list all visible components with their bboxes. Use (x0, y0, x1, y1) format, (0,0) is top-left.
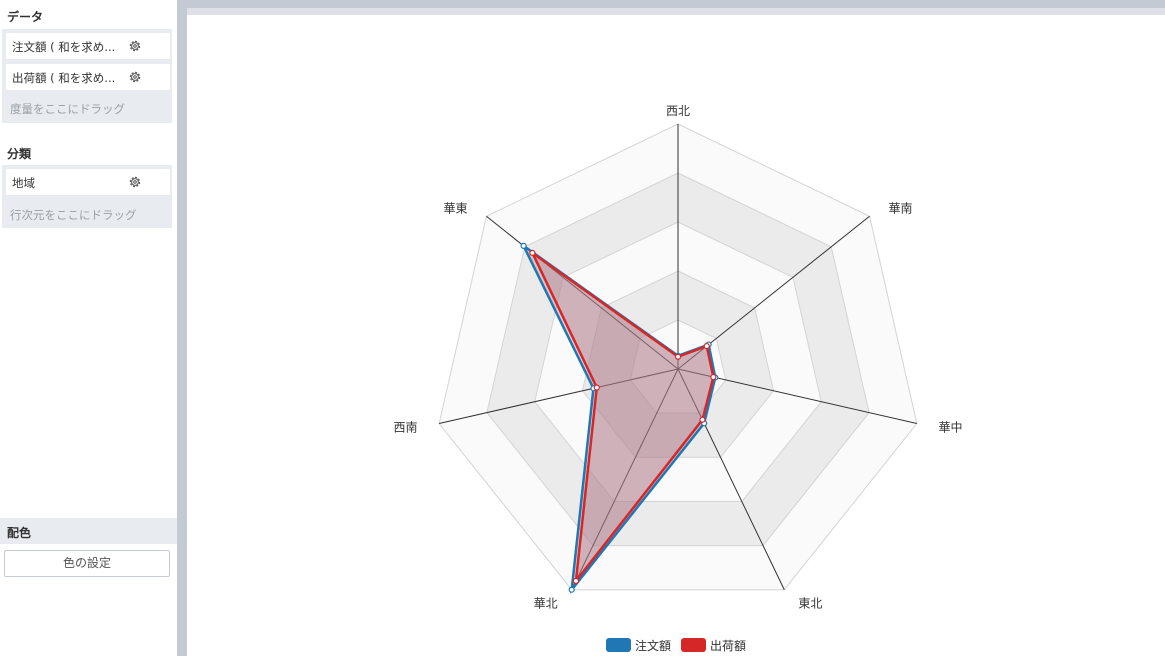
radar-category-label: 東北 (798, 596, 822, 610)
measure-field-shipping-amount[interactable]: 出荷額 ( 和を求め... (6, 64, 170, 90)
chart-legend: 注文額 出荷額 (606, 637, 746, 654)
dimension-field-region[interactable]: 地域 (6, 169, 170, 195)
legend-label: 出荷額 (710, 638, 747, 653)
dimension-field-label: 地域 (12, 176, 35, 190)
radar-category-label: 華東 (443, 202, 467, 216)
color-settings-button[interactable]: 色の設定 (4, 550, 170, 577)
radar-point-shipping-amount (572, 577, 580, 585)
legend-item-shipping-amount[interactable]: 出荷額 (681, 637, 746, 654)
legend-item-order-amount[interactable]: 注文額 (606, 637, 671, 654)
gear-icon[interactable] (128, 175, 142, 189)
legend-label: 注文額 (635, 638, 672, 653)
radar-axis-line (486, 215, 679, 370)
radar-axis-line (439, 368, 679, 425)
radar-axis-line (571, 368, 679, 590)
gear-icon[interactable] (128, 70, 142, 84)
legend-swatch (681, 638, 707, 652)
radar-point-order-amount (568, 586, 575, 593)
color-section-title: 配色 (7, 526, 32, 540)
data-section-title: データ (7, 10, 44, 24)
measures-drop-zone[interactable]: 注文額 ( 和を求め... 出荷額 ( 和を求め... 度量をここにドラッグ (2, 29, 172, 123)
radar-point-shipping-amount (674, 353, 682, 360)
category-section-title: 分類 (7, 147, 32, 161)
radar-category-label: 西南 (393, 420, 417, 435)
radar-axis-line (677, 368, 785, 590)
radar-point-shipping-amount (529, 249, 536, 257)
measure-field-label: 出荷額 ( 和を求め... (12, 71, 116, 85)
radar-point-shipping-amount (703, 342, 710, 350)
legend-swatch (606, 638, 631, 652)
radar-point-shipping-amount (699, 416, 706, 423)
radar-point-order-amount (520, 242, 527, 249)
sidebar: データ 注文額 ( 和を求め... 出荷額 ( 和を求め... 度量をここにドラ… (0, 0, 177, 656)
radar-category-label: 華北 (534, 596, 558, 610)
color-section-header: 配色 (0, 518, 177, 544)
measure-field-order-amount[interactable]: 注文額 ( 和を求め... (6, 33, 170, 59)
gear-icon[interactable] (128, 39, 142, 53)
radar-category-label: 西北 (666, 104, 690, 118)
radar-point-shipping-amount (593, 384, 600, 391)
top-toolbar-strip (187, 8, 1165, 15)
measures-drop-hint: 度量をここにドラッグ (10, 102, 125, 116)
measure-field-label: 注文額 ( 和を求め... (12, 40, 116, 54)
top-toolbar (187, 0, 1165, 8)
dimensions-drop-hint: 行次元をここにドラッグ (10, 208, 137, 222)
radar-category-label: 華中 (939, 420, 963, 435)
radar-chart: 西北華南華中東北 華北 西南 華東 (187, 15, 1165, 656)
radar-category-label: 華南 (888, 201, 912, 216)
radar-series-area-shipping-amount (531, 251, 715, 586)
dimensions-drop-zone[interactable]: 地域 行次元をここにドラッグ (2, 165, 172, 228)
radar-point-shipping-amount (710, 373, 717, 381)
panel-splitter[interactable] (177, 0, 187, 656)
